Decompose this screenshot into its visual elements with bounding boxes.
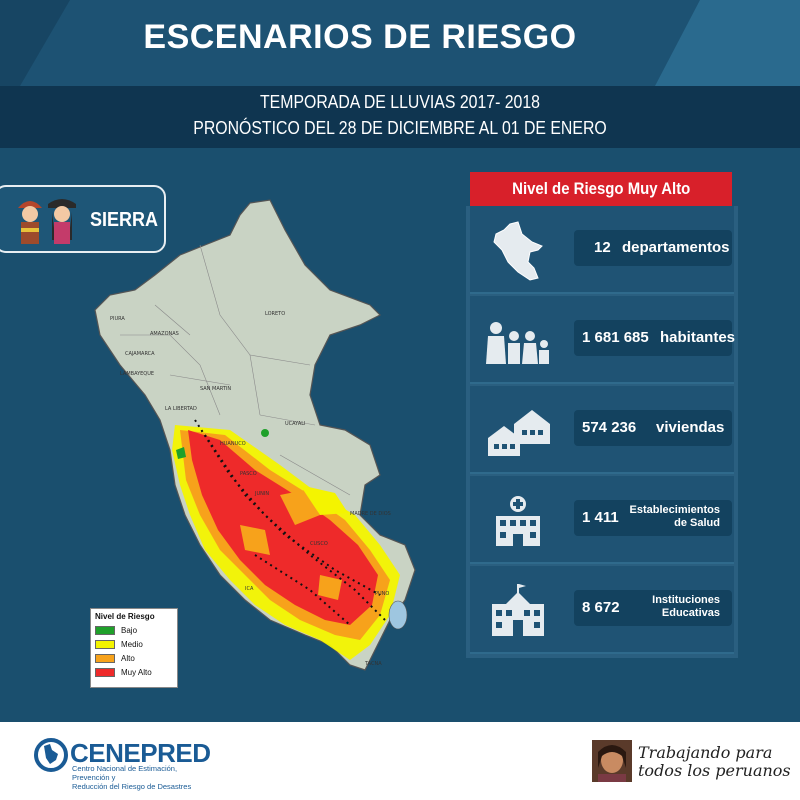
map-label: UCAYALI bbox=[285, 421, 306, 427]
stat-box: 574 236 viviendas bbox=[574, 410, 732, 446]
map-label: LAMBAYEQUE bbox=[120, 371, 154, 377]
slogan: Trabajando para todos los peruanos bbox=[638, 743, 791, 780]
legend-item: Alto bbox=[95, 651, 173, 665]
peru-map-icon bbox=[493, 221, 543, 281]
forecast-subtitle: PRONÓSTICO DEL 28 DE DICIEMBRE AL 01 DE … bbox=[193, 118, 607, 138]
legend-swatch-medio bbox=[95, 639, 115, 649]
stat-value: 12 bbox=[594, 239, 611, 256]
stat-box: 8 672 Instituciones Educativas bbox=[574, 590, 732, 626]
map-label: ICA bbox=[245, 586, 254, 592]
stat-row-salud: 1 411 Establecimientos de Salud bbox=[470, 476, 734, 564]
map-label: SAN MARTIN bbox=[200, 386, 231, 392]
cenepred-logo-icon bbox=[34, 738, 68, 772]
legend-swatch-alto bbox=[95, 653, 115, 663]
map-label: JUNIN bbox=[254, 491, 269, 497]
title-decoration bbox=[0, 0, 800, 86]
stat-row-habitantes: 1 681 685 habitantes bbox=[470, 296, 736, 384]
stat-label: viviendas bbox=[656, 419, 725, 436]
people-icon bbox=[486, 322, 549, 364]
andean-people-icon bbox=[18, 199, 76, 244]
legend-swatch-bajo bbox=[95, 625, 115, 635]
stat-value: 574 236 bbox=[582, 419, 637, 436]
map-label: CAJAMARCA bbox=[125, 351, 155, 357]
stat-label: Establecimientos de Salud bbox=[629, 504, 720, 529]
map-label: PUNO bbox=[375, 591, 389, 597]
map-label: LORETO bbox=[265, 311, 285, 317]
legend-label: Alto bbox=[121, 653, 135, 663]
stat-box: 1 411 Establecimientos de Salud bbox=[574, 500, 732, 536]
page-title: ESCENARIOS DE RIESGO bbox=[143, 18, 577, 56]
portrait-photo bbox=[592, 740, 632, 782]
legend-item: Medio bbox=[95, 637, 173, 651]
stat-value: 8 672 bbox=[582, 599, 620, 616]
peru-risk-map: LORETO AMAZONAS SAN MARTIN LA LIBERTAD C… bbox=[94, 199, 416, 671]
org-name: CENEPRED bbox=[70, 738, 211, 768]
legend-label: Medio bbox=[121, 639, 143, 649]
region-tag-label: SIERRA bbox=[90, 209, 159, 231]
map-label: MADRE DE DIOS bbox=[350, 511, 391, 517]
legend-title: Nivel de Riesgo bbox=[95, 612, 155, 621]
subtitle-band bbox=[0, 86, 800, 148]
stat-row-viviendas: 574 236 viviendas bbox=[470, 386, 734, 474]
map-legend: Nivel de Riesgo Bajo Medio Alto Muy Alto bbox=[90, 608, 178, 688]
stat-row-educacion: 8 672 Instituciones Educativas bbox=[470, 566, 734, 654]
legend-swatch-muy-alto bbox=[95, 667, 115, 677]
map-label: TACNA bbox=[364, 661, 382, 667]
legend-label: Muy Alto bbox=[121, 667, 152, 677]
houses-icon bbox=[488, 410, 550, 456]
map-label: CUSCO bbox=[310, 541, 328, 547]
map-label: PIURA bbox=[110, 316, 125, 322]
legend-label: Bajo bbox=[121, 625, 138, 635]
org-description: Centro Nacional de Estimación, Prevenció… bbox=[72, 764, 192, 791]
map-label: LA LIBERTAD bbox=[165, 406, 197, 412]
season-subtitle: TEMPORADA DE LLUVIAS 2017- 2018 bbox=[260, 92, 540, 112]
map-label: PASCO bbox=[240, 471, 257, 477]
stat-label: departamentos bbox=[622, 239, 730, 256]
stat-value: 1 411 bbox=[582, 509, 619, 526]
hospital-icon bbox=[496, 496, 540, 546]
stats-panel-heading: Nivel de Riesgo Muy Alto bbox=[470, 172, 732, 206]
stat-value: 1 681 685 bbox=[582, 329, 649, 346]
stat-box: 1 681 685 habitantes bbox=[574, 320, 736, 356]
stat-row-departamentos: 12 departamentos bbox=[470, 206, 734, 294]
map-label: AMAZONAS bbox=[150, 331, 179, 337]
school-icon bbox=[492, 584, 544, 636]
legend-item: Muy Alto bbox=[95, 665, 173, 679]
stat-label: habitantes bbox=[660, 329, 736, 346]
stat-label: Instituciones Educativas bbox=[652, 594, 720, 619]
map-label: HUANUCO bbox=[220, 441, 246, 447]
stat-box: 12 departamentos bbox=[574, 230, 732, 266]
footer bbox=[0, 722, 800, 800]
legend-item: Bajo bbox=[95, 623, 173, 637]
